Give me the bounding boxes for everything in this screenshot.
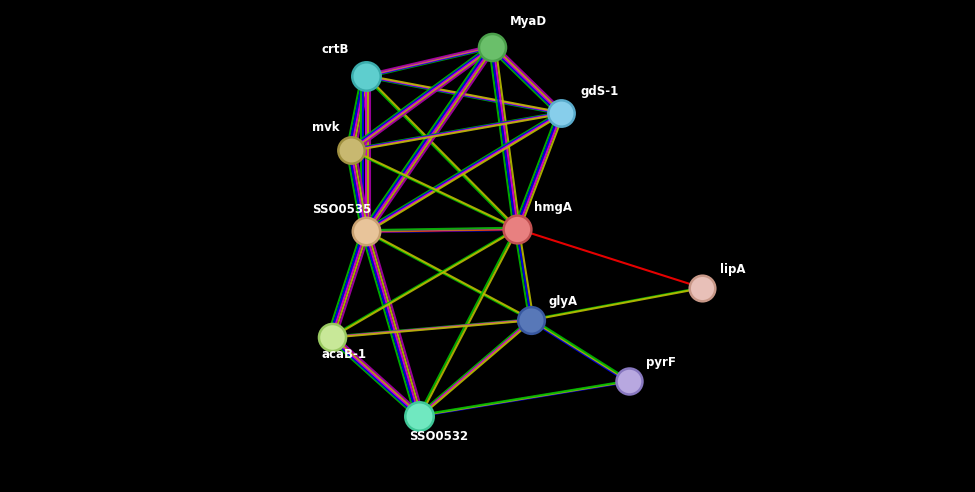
Text: acaB-1: acaB-1 (322, 348, 367, 361)
Point (621, 377, 637, 385)
Point (411, 412, 427, 420)
Text: pyrF: pyrF (646, 356, 677, 369)
Point (324, 333, 339, 341)
Text: hmgA: hmgA (534, 201, 572, 214)
Point (509, 225, 525, 233)
Text: SSO0535: SSO0535 (312, 204, 371, 216)
Point (343, 146, 359, 154)
Text: mvk: mvk (312, 122, 339, 134)
Text: SSO0532: SSO0532 (410, 430, 469, 443)
Point (485, 43, 500, 51)
Text: crtB: crtB (322, 43, 349, 56)
Text: glyA: glyA (549, 295, 578, 308)
Point (358, 227, 373, 235)
Point (524, 316, 539, 324)
Point (694, 284, 710, 292)
Point (358, 72, 373, 80)
Point (553, 109, 568, 117)
Text: lipA: lipA (720, 263, 745, 276)
Text: MyaD: MyaD (510, 15, 547, 28)
Text: gdS-1: gdS-1 (580, 86, 618, 98)
